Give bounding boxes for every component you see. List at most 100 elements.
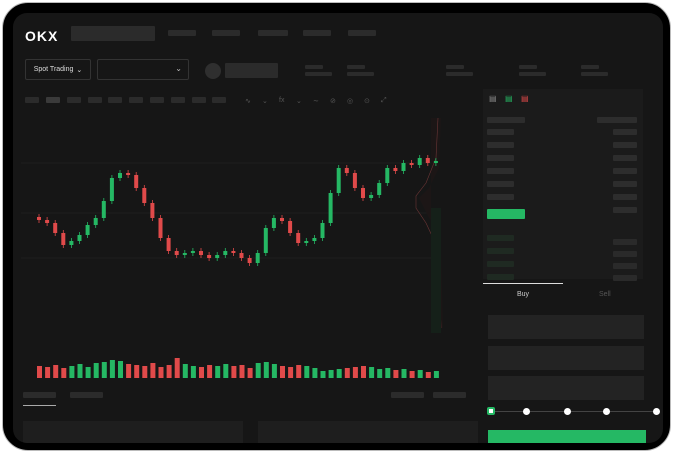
bid-price [487, 248, 514, 254]
volume-bar [118, 361, 123, 378]
ask-amount [613, 129, 637, 135]
volume-bar [344, 368, 350, 378]
chart-tool-icon[interactable]: ⊙ [364, 98, 370, 105]
amount-input[interactable] [488, 346, 644, 370]
bid-price [487, 235, 514, 241]
ask-amount [613, 155, 637, 161]
volume-bar [263, 362, 269, 378]
volume-bar [166, 365, 172, 378]
chart-tool-icon[interactable]: ⌄ [262, 98, 268, 105]
timeframe-tab[interactable] [67, 97, 81, 103]
candle-body [93, 218, 98, 225]
ask-amount [613, 168, 637, 174]
book-view-bids-icon[interactable]: ▤ [505, 94, 513, 103]
candle-body [215, 255, 220, 258]
filter-button[interactable] [391, 392, 424, 398]
volume-bar [336, 369, 342, 378]
search-bar[interactable] [71, 26, 155, 41]
volume-bar [109, 360, 115, 378]
volume-bar [53, 365, 59, 378]
order-book: ▤ ▤ ▤ [483, 89, 643, 281]
volume-bar [85, 367, 91, 378]
pair-select[interactable]: ⌄ [97, 59, 189, 80]
tab-sell[interactable]: Sell [599, 291, 611, 298]
volume-bar [361, 366, 366, 378]
stat-value [347, 72, 374, 76]
book-view-asks-icon[interactable]: ▤ [521, 94, 529, 103]
volume-bar [304, 366, 310, 378]
candle-body [239, 253, 244, 258]
nav-item[interactable] [348, 30, 376, 36]
ask-amount [613, 142, 637, 148]
nav-item[interactable] [258, 30, 288, 36]
total-input[interactable] [488, 376, 644, 400]
candle-body [417, 158, 422, 165]
candle-body [377, 183, 382, 195]
candlestick-chart[interactable] [21, 108, 481, 388]
candle-body [53, 223, 58, 233]
volume-bar [320, 371, 326, 378]
timeframe-tab[interactable] [129, 97, 143, 103]
candle-body [344, 168, 349, 173]
candle-body [280, 218, 284, 221]
nav-item[interactable] [303, 30, 331, 36]
last-price [487, 209, 525, 219]
tab-buy[interactable]: Buy [517, 291, 530, 298]
ask-price [487, 194, 514, 200]
timeframe-tab[interactable] [150, 97, 164, 103]
book-header [597, 117, 637, 123]
timeframe-tab[interactable] [212, 97, 226, 103]
buy-button[interactable] [488, 430, 646, 443]
candle-body [304, 241, 309, 243]
tab-open-orders[interactable] [23, 392, 56, 398]
depth-bids-area [431, 208, 441, 333]
nav-item[interactable] [212, 30, 240, 36]
filter-button[interactable] [433, 392, 466, 398]
spot-trading-dropdown[interactable]: Spot Trading ⌄ [25, 59, 91, 80]
candle-body [409, 163, 414, 165]
order-side-tabs: Buy Sell [483, 283, 645, 303]
chart-tool-icon[interactable]: ⊘ [330, 98, 336, 105]
candle-body [271, 218, 276, 228]
book-view-both-icon[interactable]: ▤ [489, 94, 497, 103]
chart-tool-icon[interactable]: fx [279, 97, 285, 104]
volume-bar [45, 367, 51, 378]
candle-body [85, 225, 90, 235]
volume-bar [425, 372, 431, 378]
volume-bar [255, 363, 261, 378]
timeframe-tab[interactable] [88, 97, 102, 103]
ask-price [487, 181, 514, 187]
candle-body [150, 203, 155, 218]
candle-body [433, 161, 438, 163]
candle-body [352, 173, 357, 188]
timeframe-tab[interactable] [25, 97, 39, 103]
candle-body [336, 168, 341, 193]
stat-label [305, 65, 323, 69]
chart-tool-icon[interactable]: ⌄ [296, 98, 302, 105]
candle-body [61, 233, 66, 245]
candle-body [263, 228, 268, 253]
ask-amount [613, 194, 637, 200]
chart-tool-icon[interactable]: ◎ [347, 98, 354, 105]
volume-bar [223, 364, 229, 378]
tab-underline [23, 405, 56, 406]
candle-body [134, 175, 139, 188]
timeframe-tab[interactable] [171, 97, 185, 103]
volume-bar [239, 365, 245, 378]
chart-tool-icon[interactable]: ∿ [245, 98, 251, 105]
chart-tool-icon[interactable]: ∼ [313, 98, 319, 105]
amount-slider[interactable] [487, 407, 660, 415]
timeframe-tab[interactable] [46, 97, 60, 103]
nav-item[interactable] [168, 30, 196, 36]
coin-icon [205, 63, 221, 79]
chart-tool-icon[interactable]: ⤢ [381, 97, 387, 104]
candle-body [296, 233, 301, 243]
tab-history[interactable] [70, 392, 103, 398]
timeframe-tab[interactable] [192, 97, 206, 103]
timeframe-tab[interactable] [108, 97, 122, 103]
price-input[interactable] [488, 315, 644, 339]
bid-amount [613, 263, 637, 269]
candle-body [182, 253, 187, 255]
volume-bar [190, 366, 196, 378]
